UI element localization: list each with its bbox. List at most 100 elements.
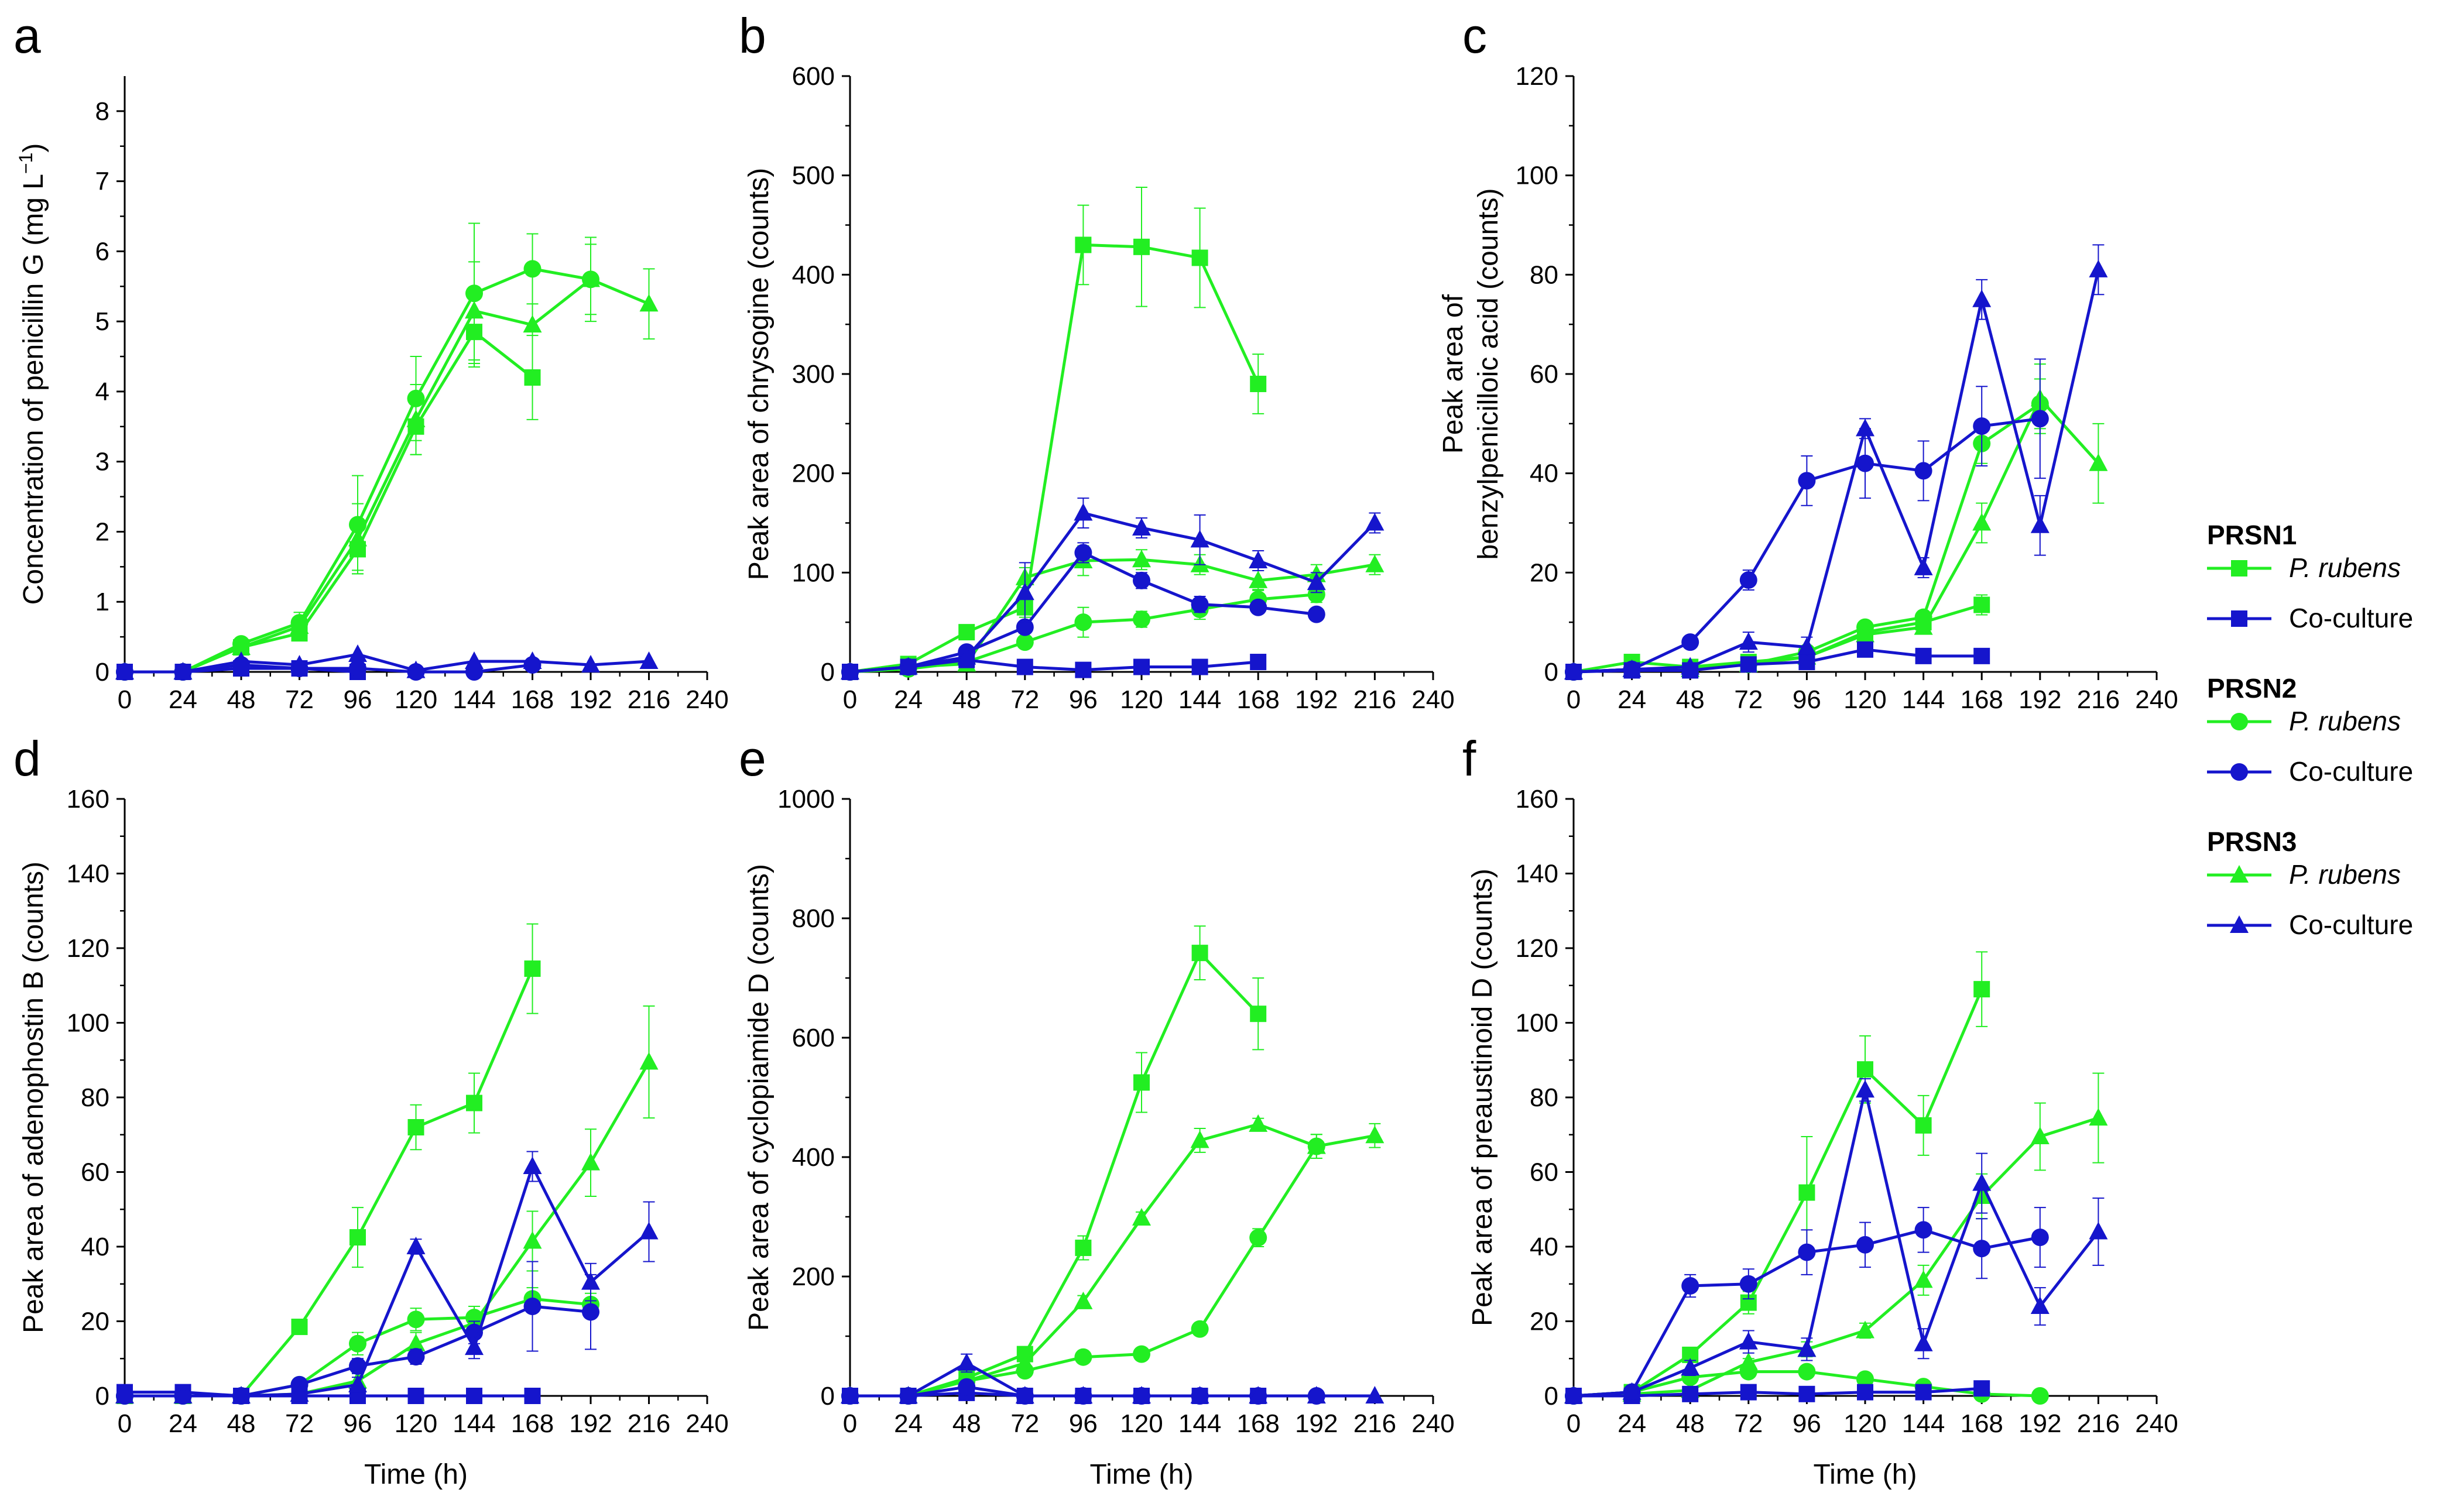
x-tick-label: 240: [686, 685, 728, 714]
data-point: [581, 1152, 600, 1171]
y-tick-label: 60: [1530, 1158, 1558, 1187]
data-point: [1015, 1386, 1034, 1404]
y-tick-label: 40: [1530, 459, 1558, 488]
data-point: [1075, 236, 1092, 253]
legend-marker: [2230, 713, 2248, 730]
y-tick-label: 160: [1516, 785, 1558, 814]
data-point: [1191, 658, 1208, 675]
data-point: [1307, 1386, 1326, 1404]
data-point: [1190, 1386, 1209, 1404]
x-tick-label: 48: [1676, 1409, 1705, 1438]
data-point: [465, 1337, 484, 1356]
data-point: [406, 1237, 426, 1254]
data-point: [1133, 1074, 1150, 1091]
series-prsn3-co-culture: [841, 497, 1384, 680]
data-point: [2089, 259, 2108, 277]
x-tick-label: 0: [118, 685, 132, 714]
x-tick-label: 72: [1734, 1409, 1763, 1438]
data-point: [1249, 570, 1268, 588]
data-point: [1133, 658, 1150, 675]
series-line: [849, 512, 1376, 674]
panel-letter: a: [13, 8, 41, 63]
data-point: [348, 644, 367, 663]
panels: a0 24 48 72 96 120 144 168 192 216 240012345678Con…: [13, 8, 2178, 1490]
x-tick-label: 216: [1353, 685, 1396, 714]
chart-panel-d: d 0 24 48 72 96 120 144 168 192 216 240 0 20 40 60 80 100…: [13, 731, 729, 1490]
data-point: [1739, 571, 1757, 589]
series-line: [1573, 269, 2100, 674]
chart-panel-b: b 0 24 48 72 96 120 144 168 192 216 240 0 100 200 300 40…: [739, 8, 1455, 714]
series-line: [125, 1391, 533, 1398]
y-axis-label: Peak area of chrysogine (counts): [743, 168, 775, 580]
data-point: [1914, 1270, 1933, 1288]
data-point: [2030, 515, 2050, 533]
y-axis-label: Peak area of adenophostin B (counts): [18, 862, 49, 1333]
x-axis-label: Time (h): [1090, 1459, 1194, 1490]
data-point: [1132, 1386, 1151, 1404]
data-point: [1250, 1006, 1267, 1022]
x-tick-label: 216: [2077, 685, 2120, 714]
data-point: [465, 651, 484, 670]
data-point: [1074, 1291, 1093, 1309]
legend-group-title: PRSN1: [2207, 520, 2297, 550]
x-tick-label: 0: [118, 1409, 132, 1438]
legend-marker: [2231, 610, 2247, 627]
x-tick-label: 144: [1178, 685, 1221, 714]
y-tick-label: 120: [1516, 62, 1558, 91]
x-tick-label: 216: [1353, 1409, 1396, 1438]
data-point: [1740, 1384, 1757, 1401]
panel-letter: d: [13, 731, 41, 786]
series-line: [849, 558, 1375, 674]
data-point: [1191, 1320, 1209, 1338]
data-point: [2030, 1296, 2050, 1314]
x-tick-label: 96: [1069, 685, 1098, 714]
y-axis-label: Peak area of: [1438, 294, 1469, 454]
x-tick-label: 240: [686, 1409, 728, 1438]
x-axis-label: Time (h): [1814, 1459, 1917, 1490]
data-point: [115, 1386, 134, 1404]
data-point: [523, 1298, 542, 1315]
data-point: [2089, 1221, 2108, 1240]
data-point: [1074, 503, 1093, 521]
data-point: [2089, 1108, 2108, 1126]
chart-panel-c: c 0 24 48 72 96 120 144 168 192 216 240 0 20 40 60 80 100…: [1438, 8, 2178, 714]
x-tick-label: 120: [1843, 1409, 1886, 1438]
data-point: [1016, 633, 1034, 651]
x-tick-label: 24: [169, 685, 197, 714]
y-tick-label: 800: [792, 904, 835, 933]
data-point: [1798, 1363, 1816, 1381]
data-point: [1973, 596, 1990, 613]
data-point: [407, 1388, 424, 1404]
x-tick-label: 0: [843, 685, 857, 714]
y-tick-label: 120: [1516, 934, 1558, 963]
y-tick-label: 40: [1530, 1233, 1558, 1261]
data-point: [523, 315, 542, 333]
y-tick-label: 60: [81, 1158, 109, 1187]
data-point: [1075, 1240, 1092, 1257]
data-point: [1973, 647, 1990, 664]
series-line: [1573, 989, 1983, 1398]
x-tick-label: 216: [628, 1409, 670, 1438]
data-point: [1365, 1386, 1384, 1404]
y-axis-label-line2: benzylpenicilloic acid (counts): [1473, 188, 1504, 560]
data-point: [1365, 513, 1384, 531]
data-point: [523, 651, 542, 670]
data-point: [1798, 1243, 1816, 1261]
data-point: [290, 655, 309, 673]
legend-group-title: PRSN2: [2207, 673, 2297, 704]
y-tick-label: 0: [95, 1382, 109, 1411]
data-point: [1856, 418, 1874, 437]
y-tick-label: 600: [792, 62, 835, 91]
data-point: [1681, 1276, 1699, 1295]
y-tick-label: 120: [67, 934, 109, 963]
data-point: [1740, 656, 1757, 673]
x-tick-label: 72: [1734, 685, 1763, 714]
data-point: [1564, 662, 1583, 680]
series-line: [849, 243, 1260, 674]
panel-letter: c: [1462, 8, 1487, 63]
data-point: [1856, 624, 1874, 643]
y-tick-label: 100: [1516, 1009, 1558, 1038]
data-point: [1074, 613, 1092, 632]
x-tick-label: 192: [1295, 1409, 1338, 1438]
